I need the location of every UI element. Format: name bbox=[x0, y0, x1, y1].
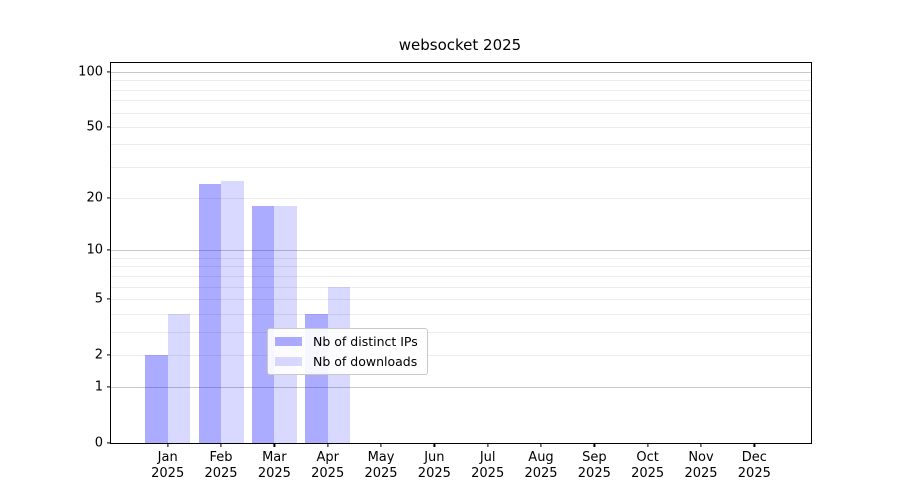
gridline-major-1 bbox=[111, 387, 811, 389]
x-tick-may bbox=[380, 443, 382, 447]
y-tick-0 bbox=[107, 442, 111, 444]
x-tick-apr bbox=[327, 443, 329, 447]
legend-swatch-downloads-icon bbox=[275, 357, 302, 366]
legend-row-distinct-ips: Nb of distinct IPs bbox=[275, 334, 418, 349]
chart-title: websocket 2025 bbox=[398, 36, 522, 54]
gridline-major-100 bbox=[111, 72, 811, 73]
x-tick-label-nov: Nov 2025 bbox=[684, 450, 718, 482]
gridline-minor-9 bbox=[111, 257, 811, 259]
gridline-minor-4 bbox=[111, 313, 811, 315]
gridline-minor-30 bbox=[111, 166, 811, 168]
y-tick-label-100: 100 bbox=[78, 64, 103, 80]
x-tick-label-may: May 2025 bbox=[364, 450, 398, 482]
gridline-minor-20 bbox=[111, 198, 811, 200]
y-tick-label-1: 1 bbox=[94, 379, 103, 395]
gridline-minor-50 bbox=[111, 126, 811, 128]
bar-ips-feb bbox=[198, 184, 222, 443]
y-tick-50 bbox=[107, 126, 111, 128]
gridline-minor-70 bbox=[111, 100, 811, 102]
legend-label-downloads: Nb of downloads bbox=[313, 354, 418, 369]
x-tick-dec bbox=[753, 443, 755, 447]
legend-label-distinct-ips: Nb of distinct IPs bbox=[313, 334, 418, 349]
plot-area: 0 1 2 5 10 20 50 100 Jan 2025 Feb 2025 Mar 2025 Apr 202… bbox=[78, 62, 812, 481]
y-tick-20 bbox=[107, 197, 111, 199]
y-tick-5 bbox=[107, 298, 111, 300]
gridline-minor-80 bbox=[111, 89, 811, 91]
x-tick-label-feb: Feb 2025 bbox=[204, 450, 238, 482]
x-tick-label-jun: Jun 2025 bbox=[417, 450, 451, 482]
y-tick-1 bbox=[107, 386, 111, 388]
legend-swatch-distinct-ips-icon bbox=[275, 337, 302, 346]
bar-downloads-jan bbox=[167, 313, 191, 443]
y-tick-label-20: 20 bbox=[86, 190, 103, 206]
gridline-minor-3 bbox=[111, 331, 811, 333]
x-tick-label-oct: Oct 2025 bbox=[631, 450, 665, 482]
x-tick-label-dec: Dec 2025 bbox=[737, 450, 771, 482]
x-tick-feb bbox=[220, 443, 222, 447]
gridline-minor-60 bbox=[111, 112, 811, 114]
y-tick-100 bbox=[107, 71, 111, 73]
x-tick-label-jan: Jan 2025 bbox=[151, 450, 185, 482]
y-tick-2 bbox=[107, 354, 111, 356]
gridline-minor-2 bbox=[111, 354, 811, 356]
x-tick-oct bbox=[647, 443, 649, 447]
x-tick-mar bbox=[273, 443, 275, 447]
x-tick-jul bbox=[487, 443, 489, 447]
gridline-major-10 bbox=[111, 250, 811, 252]
y-tick-label-2: 2 bbox=[94, 347, 103, 363]
bar-downloads-feb bbox=[221, 181, 244, 443]
x-tick-jan bbox=[167, 443, 169, 447]
y-tick-label-5: 5 bbox=[94, 291, 103, 307]
y-tick-label-0: 0 bbox=[94, 435, 103, 451]
x-tick-label-sep: Sep 2025 bbox=[577, 450, 611, 482]
x-tick-sep bbox=[593, 443, 595, 447]
x-tick-label-apr: Apr 2025 bbox=[311, 450, 345, 482]
y-tick-10 bbox=[107, 249, 111, 251]
gridline-minor-90 bbox=[111, 80, 811, 82]
bar-downloads-mar bbox=[274, 206, 297, 443]
x-tick-label-aug: Aug 2025 bbox=[524, 450, 558, 482]
gridline-minor-6 bbox=[111, 286, 811, 288]
y-tick-label-50: 50 bbox=[86, 119, 103, 135]
bar-ips-jan bbox=[145, 354, 168, 443]
x-tick-label-mar: Mar 2025 bbox=[257, 450, 291, 482]
x-tick-label-jul: Jul 2025 bbox=[471, 450, 505, 482]
legend: Nb of distinct IPs Nb of downloads bbox=[267, 328, 428, 375]
x-tick-nov bbox=[700, 443, 702, 447]
x-tick-jun bbox=[433, 443, 435, 447]
legend-row-downloads: Nb of downloads bbox=[275, 354, 418, 369]
bar-ips-mar bbox=[251, 206, 275, 443]
gridline-minor-7 bbox=[111, 275, 811, 277]
x-tick-aug bbox=[540, 443, 542, 447]
gridline-minor-5 bbox=[111, 298, 811, 300]
y-tick-label-10: 10 bbox=[86, 242, 103, 258]
gridline-minor-40 bbox=[111, 144, 811, 146]
gridline-minor-8 bbox=[111, 266, 811, 268]
